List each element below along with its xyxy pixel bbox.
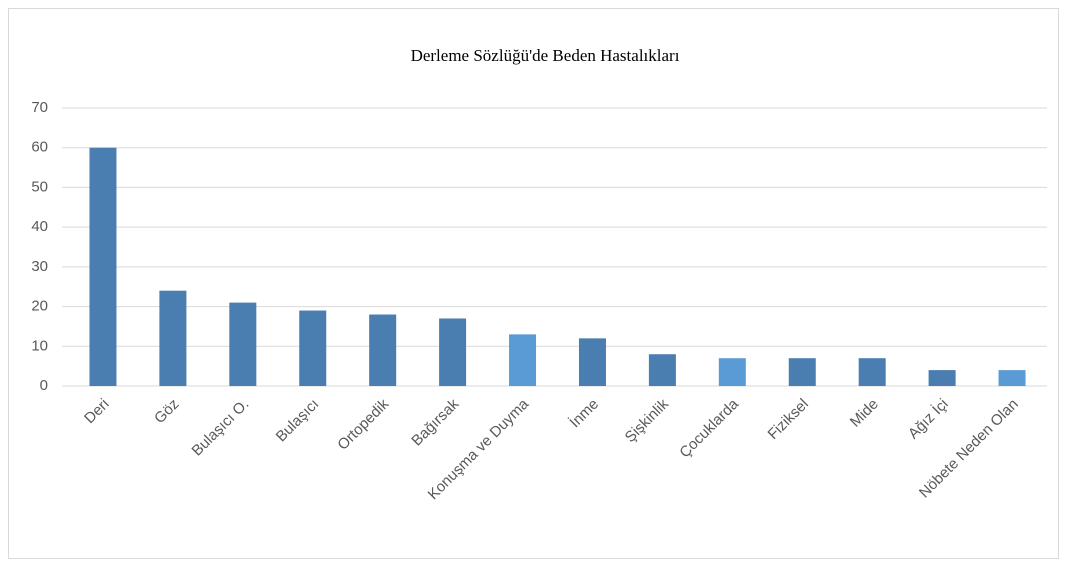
y-tick-label: 0 bbox=[40, 377, 48, 394]
bar bbox=[788, 358, 816, 386]
bar bbox=[718, 358, 746, 386]
bar bbox=[578, 338, 606, 386]
bar bbox=[928, 370, 956, 386]
bar bbox=[858, 358, 886, 386]
y-tick-label: 50 bbox=[31, 178, 48, 195]
bar bbox=[439, 318, 467, 386]
y-tick-label: 20 bbox=[31, 298, 48, 315]
bar bbox=[648, 354, 676, 386]
y-tick-label: 60 bbox=[31, 139, 48, 156]
bar bbox=[509, 334, 537, 386]
bar bbox=[299, 310, 327, 386]
chart-title: Derleme Sözlüğü'de Beden Hastalıkları bbox=[411, 46, 680, 65]
y-tick-label: 10 bbox=[31, 337, 48, 354]
bar bbox=[229, 302, 257, 386]
y-tick-label: 30 bbox=[31, 258, 48, 275]
y-tick-label: 40 bbox=[31, 218, 48, 235]
bar bbox=[369, 314, 397, 386]
y-tick-label: 70 bbox=[31, 99, 48, 116]
bar bbox=[159, 290, 187, 386]
bar bbox=[89, 147, 117, 386]
chart-border bbox=[8, 8, 1059, 559]
bar bbox=[998, 370, 1026, 386]
